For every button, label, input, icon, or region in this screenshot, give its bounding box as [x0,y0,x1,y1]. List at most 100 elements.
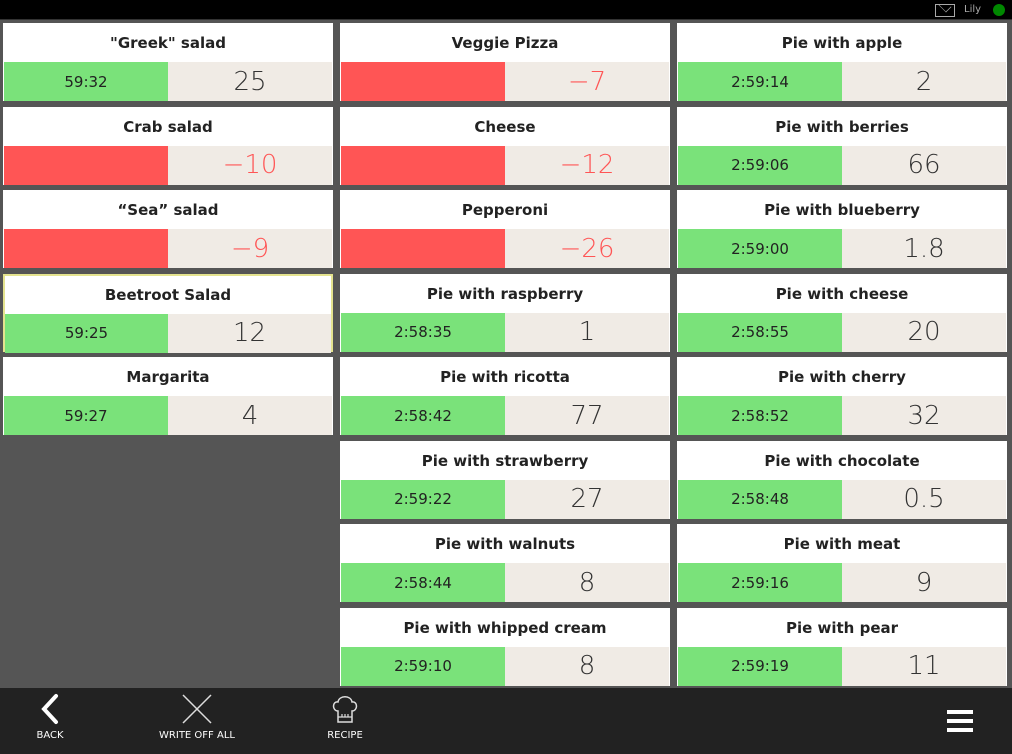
item-timer: 2:58:55 [678,312,842,352]
item-card[interactable]: Pie with raspberry 2:58:35 1 [340,273,670,352]
item-timer: 2:58:44 [341,563,505,602]
item-timer: 2:59:14 [678,62,842,101]
recipe-label: RECIPE [327,730,363,741]
item-timer: 2:59:19 [678,646,842,686]
item-quantity: 4 [168,396,332,435]
item-name: Pie with cherry [778,368,906,386]
item-card[interactable]: “Sea” salad −9 [3,190,333,268]
item-timer [341,62,505,101]
item-card[interactable]: Pepperoni −26 [340,190,670,268]
item-quantity: 27 [505,479,669,519]
item-card[interactable]: Pie with whipped cream 2:59:10 8 [340,607,670,686]
empty-slot [3,524,333,602]
close-icon [181,688,213,730]
item-name: Pie with berries [775,117,909,136]
item-card[interactable]: Pie with cheese 2:58:55 20 [677,273,1007,352]
item-name: Pie with chocolate [764,451,920,470]
item-card[interactable]: Pie with meat 2:59:16 9 [677,524,1007,602]
item-name: Cheese [474,117,536,136]
item-card[interactable]: Pie with ricotta 2:58:42 77 [340,357,670,435]
item-timer: 2:59:22 [341,479,505,519]
empty-slot [3,441,333,519]
item-card[interactable]: Pie with chocolate 2:58:48 0.5 [677,440,1007,519]
item-name: Pie with pear [785,618,899,637]
item-quantity: 2 [842,62,1006,101]
hamburger-menu-icon [947,688,973,754]
item-name: Pie with meat [783,535,901,553]
item-name: Pie with apple [781,34,903,52]
item-quantity: 1 [505,312,669,352]
item-name: “Sea” salad [117,201,219,219]
item-timer [4,229,168,268]
item-quantity: −7 [505,62,669,101]
connection-status-icon [993,4,1005,16]
item-quantity: 0.5 [842,479,1006,519]
item-quantity: −9 [168,229,332,268]
user-name: Lily [964,4,982,15]
item-card[interactable]: Pie with berries 2:59:06 66 [677,106,1007,185]
mail-icon[interactable] [935,4,955,17]
back-button[interactable]: BACK [20,688,80,754]
item-card[interactable]: Cheese −12 [340,106,670,185]
item-name: Margarita [126,368,210,386]
item-card[interactable]: Pie with cherry 2:58:52 32 [677,357,1007,435]
item-timer: 2:59:10 [341,646,505,686]
item-name: Pie with strawberry [421,451,589,470]
item-timer: 59:25 [5,313,168,353]
item-name: "Greek" salad [110,34,226,52]
write-off-all-label: WRITE OFF ALL [159,730,235,741]
item-name: Pie with ricotta [440,368,570,386]
item-timer: 2:58:48 [678,479,842,519]
item-timer: 2:59:06 [678,145,842,185]
item-quantity: 1.8 [842,229,1006,268]
item-name: Beetroot Salad [104,285,232,304]
item-card[interactable]: Pie with blueberry 2:59:00 1.8 [677,190,1007,268]
item-card[interactable]: Veggie Pizza −7 [340,23,670,101]
item-quantity: 66 [842,145,1006,185]
item-timer: 2:58:35 [341,312,505,352]
item-timer [4,145,168,185]
menu-button[interactable] [940,688,980,754]
bottom-toolbar: BACK WRITE OFF ALL RECIPE [0,688,1012,754]
item-quantity: −10 [168,145,332,185]
item-quantity: 8 [505,563,669,602]
item-timer: 59:32 [4,62,168,101]
item-quantity: −12 [505,145,669,185]
item-timer: 2:59:00 [678,229,842,268]
empty-slot [3,608,333,686]
item-name: Pie with raspberry [426,284,584,303]
back-label: BACK [36,730,64,741]
item-quantity: 20 [842,312,1006,352]
item-card[interactable]: Pie with walnuts 2:58:44 8 [340,524,670,602]
item-card[interactable]: Margarita 59:27 4 [3,357,333,435]
item-quantity: 11 [842,646,1006,686]
chevron-left-icon [38,688,62,730]
item-timer [341,145,505,185]
item-card[interactable]: Pie with strawberry 2:59:22 27 [340,440,670,519]
item-name: Pie with blueberry [764,201,920,219]
item-card[interactable]: Crab salad −10 [3,106,333,185]
item-quantity: 25 [168,62,332,101]
item-name: Crab salad [123,117,213,136]
items-grid: "Greek" salad 59:32 25 Veggie Pizza −7 Pie… [3,23,1007,686]
item-quantity: 9 [842,563,1006,602]
item-name: Pie with cheese [775,284,909,303]
recipe-button[interactable]: RECIPE [315,688,375,754]
item-card[interactable]: "Greek" salad 59:32 25 [3,23,333,101]
item-card[interactable]: Pie with pear 2:59:19 11 [677,607,1007,686]
item-quantity: 8 [505,646,669,686]
item-quantity: 12 [168,313,331,353]
item-name: Pepperoni [461,201,549,219]
item-card[interactable]: Beetroot Salad 59:25 12 [3,273,333,353]
item-name: Veggie Pizza [451,34,559,52]
chef-hat-icon [331,688,359,730]
item-name: Pie with walnuts [434,535,576,553]
item-timer: 2:58:52 [678,396,842,435]
item-timer [341,229,505,268]
item-timer: 59:27 [4,396,168,435]
item-quantity: 77 [505,396,669,435]
item-card[interactable]: Pie with apple 2:59:14 2 [677,23,1007,101]
item-timer: 2:59:16 [678,563,842,602]
write-off-all-button[interactable]: WRITE OFF ALL [147,688,247,754]
item-quantity: 32 [842,396,1006,435]
